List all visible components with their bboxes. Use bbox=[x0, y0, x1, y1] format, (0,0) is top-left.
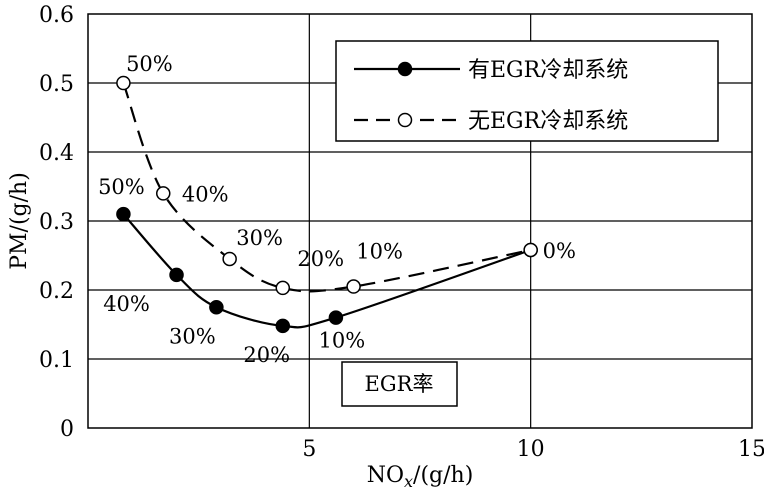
data-point bbox=[346, 279, 361, 294]
data-label: 30% bbox=[169, 324, 216, 348]
data-point bbox=[209, 300, 224, 315]
y-axis-label: PM/(g/h) bbox=[7, 172, 32, 270]
legend: 有EGR冷却系统 无EGR冷却系统 bbox=[335, 40, 719, 142]
x-tick-label: 5 bbox=[302, 437, 316, 462]
x-tick-label: 10 bbox=[517, 437, 545, 462]
tick-labels: 0 0.1 0.2 0.3 0.4 0.5 0.6 5 10 15 bbox=[39, 3, 764, 462]
y-tick-label: 0.1 bbox=[39, 348, 74, 373]
y-tick-label: 0 bbox=[60, 417, 74, 442]
legend-filled-marker bbox=[397, 61, 413, 77]
data-label: 10% bbox=[319, 329, 366, 353]
y-tick-label: 0.6 bbox=[39, 3, 74, 28]
data-label: 30% bbox=[236, 226, 283, 250]
point-labels: 50% 40% 30% 20% 10% 0% 50% 40% 30% 20% 10% bbox=[98, 52, 576, 367]
data-label: 50% bbox=[126, 52, 173, 76]
x-axis-label: NOx/(g/h) bbox=[367, 463, 474, 491]
egr-rate-annotation: EGR率 bbox=[341, 361, 458, 407]
y-tick-label: 0.5 bbox=[39, 72, 74, 97]
egr-rate-text: EGR率 bbox=[365, 372, 434, 396]
data-point bbox=[222, 251, 237, 267]
data-label: 50% bbox=[98, 175, 145, 199]
data-label: 0% bbox=[543, 239, 576, 263]
data-point bbox=[275, 280, 291, 296]
data-point bbox=[116, 75, 131, 91]
data-label: 20% bbox=[297, 247, 344, 271]
legend-entry-1: 有EGR冷却系统 bbox=[468, 58, 628, 83]
y-tick-label: 0.3 bbox=[39, 210, 74, 235]
y-tick-label: 0.4 bbox=[39, 141, 74, 166]
data-point bbox=[328, 310, 344, 325]
data-point bbox=[523, 242, 538, 258]
series-line-2 bbox=[122, 82, 531, 293]
series-lines bbox=[116, 75, 538, 334]
data-label: 40% bbox=[103, 292, 150, 316]
data-label: 20% bbox=[243, 343, 290, 367]
data-point bbox=[169, 267, 184, 283]
y-tick-label: 0.2 bbox=[39, 279, 74, 304]
egr-rate-box bbox=[341, 361, 458, 407]
data-point bbox=[116, 206, 131, 222]
legend-entry-2: 无EGR冷却系统 bbox=[468, 109, 628, 134]
data-point bbox=[156, 186, 171, 201]
legend-open-marker bbox=[397, 112, 413, 128]
data-label: 10% bbox=[356, 240, 403, 264]
data-point bbox=[275, 318, 291, 334]
plot-frame bbox=[87, 13, 753, 429]
x-tick-label: 15 bbox=[738, 437, 764, 462]
data-label: 40% bbox=[182, 182, 229, 206]
